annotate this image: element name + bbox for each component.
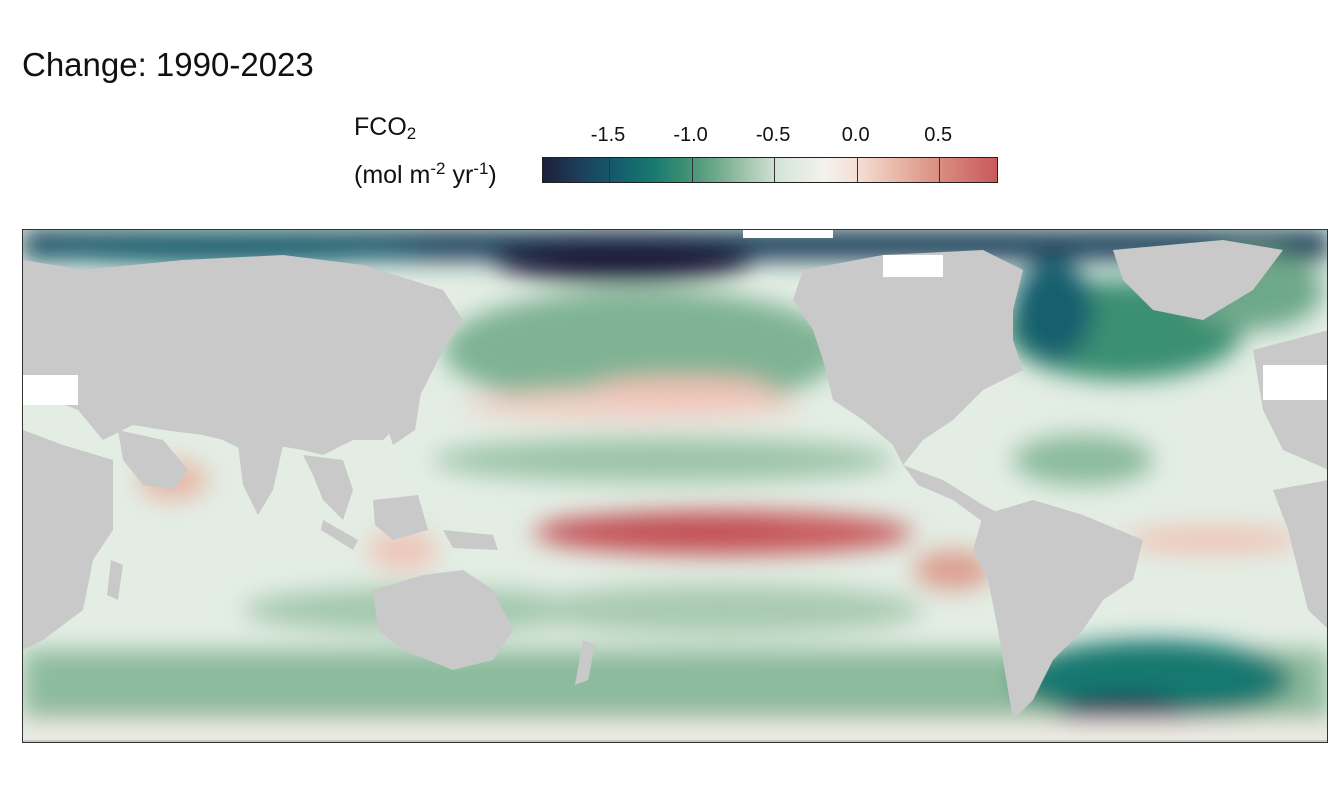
land-antarctica: [23, 740, 1327, 742]
colorbar-tick-label: -1.5: [590, 124, 626, 146]
units-open: (mol m: [354, 161, 431, 189]
land-new-zealand: [575, 640, 595, 685]
world-map: [22, 229, 1328, 743]
missing-data: [23, 230, 1327, 405]
land-africa-east: [23, 430, 113, 650]
variable-name: FCO: [354, 113, 407, 141]
map-title: Change: 1990-2023: [22, 46, 314, 83]
map-canvas: [23, 230, 1327, 742]
units-exponent-2: -1: [473, 159, 489, 178]
land-new-guinea: [443, 530, 498, 550]
land-se-asia: [303, 455, 353, 520]
land-greenland: [1113, 240, 1283, 320]
colorbar-tick-label: 0.5: [924, 124, 953, 146]
land-japan: [388, 375, 423, 445]
land-india: [238, 445, 283, 515]
colorbar-tick-mark: [609, 158, 611, 182]
units-mid: yr: [445, 161, 474, 189]
colorbar: [542, 157, 998, 183]
colorbar-legend: -1.5 -1.0 -0.5 0.0 0.5: [542, 124, 998, 184]
colorbar-title: FCO2 (mol m-2 yr-1): [354, 110, 497, 193]
land-south-america: [973, 500, 1143, 720]
units-close: ): [488, 161, 497, 189]
variable-subscript: 2: [406, 124, 417, 143]
land-madagascar: [107, 560, 123, 600]
colorbar-tick-mark: [691, 158, 693, 182]
colorbar-tick-label: -1.0: [673, 124, 708, 146]
colorbar-tick-mark: [939, 158, 941, 182]
colorbar-tick-mark: [856, 158, 858, 182]
units-exponent-1: -2: [430, 159, 446, 178]
colorbar-tick-label: -0.5: [755, 124, 791, 146]
colorbar-tick-mark: [774, 158, 776, 182]
land-borneo: [373, 495, 428, 540]
land-australia: [373, 570, 513, 670]
colorbar-tick-label: 0.0: [841, 124, 870, 146]
land-arabia: [118, 430, 188, 490]
land-north-america: [793, 250, 1023, 465]
ocean-flux-field: [23, 230, 1327, 742]
land-africa-west: [1273, 480, 1327, 629]
land-eurasia-west: [23, 255, 463, 455]
land-central-america: [903, 465, 1003, 522]
land-sumatra: [321, 520, 358, 550]
